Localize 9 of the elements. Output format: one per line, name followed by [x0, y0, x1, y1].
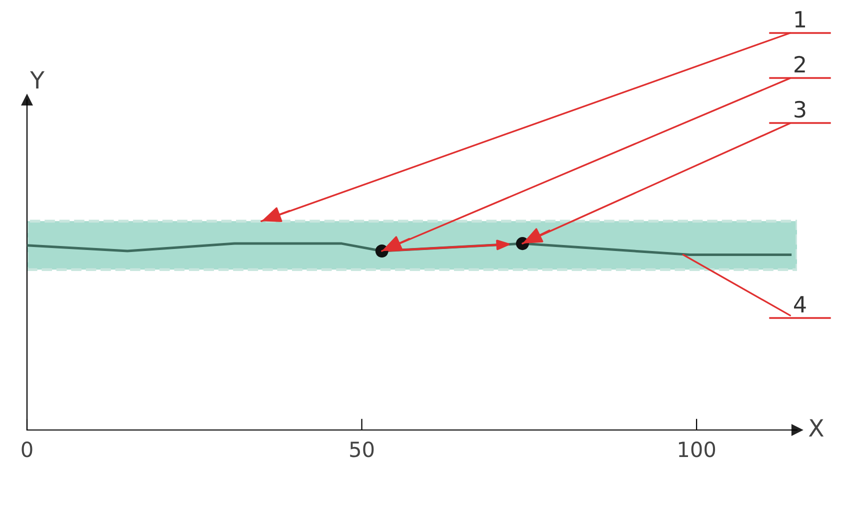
annotation: 2	[794, 56, 805, 72]
x-tick-label: 100	[678, 441, 716, 458]
annotation: 1	[795, 11, 806, 28]
annotation: 3	[794, 100, 806, 118]
x-tick-label: 0	[22, 441, 32, 458]
x-tick-label: 50	[350, 441, 374, 458]
text: Y	[30, 71, 45, 88]
annotation: 4	[794, 296, 806, 312]
x-axis-title: X	[808, 419, 824, 437]
